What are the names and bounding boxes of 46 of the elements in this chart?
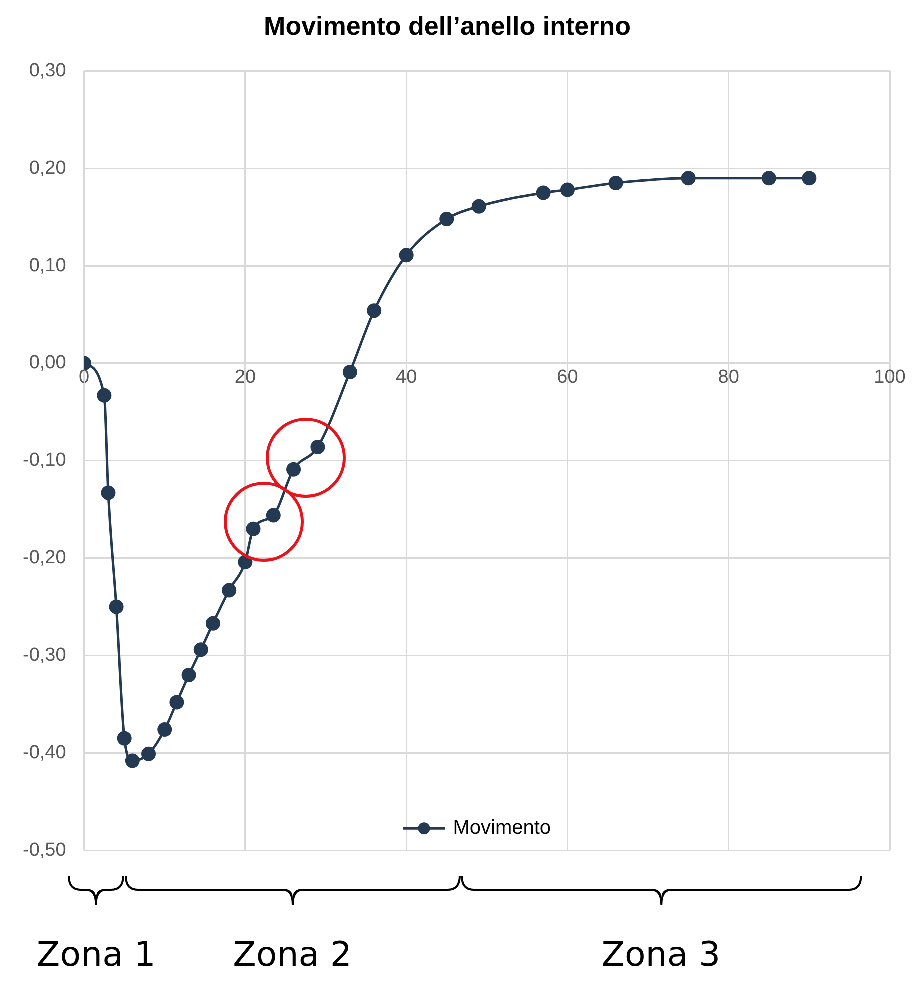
point xyxy=(536,186,551,200)
point xyxy=(608,176,624,190)
point xyxy=(97,388,112,403)
point xyxy=(109,600,124,614)
point xyxy=(367,304,382,318)
point xyxy=(125,754,140,768)
point xyxy=(681,171,696,186)
y-tick-label: 0,30 xyxy=(29,60,66,82)
legend-label: Movimento xyxy=(453,817,552,840)
point xyxy=(440,212,454,227)
point xyxy=(158,722,172,738)
chart-title: Movimento dell’anello interno xyxy=(264,10,631,41)
x-tick-label: 100 xyxy=(874,367,906,388)
y-tick-label: -0,50 xyxy=(22,840,66,861)
point xyxy=(342,364,358,380)
point xyxy=(762,171,776,186)
point xyxy=(472,199,486,214)
point xyxy=(802,171,817,186)
y-tick-label: -0,20 xyxy=(22,548,66,569)
point xyxy=(246,522,261,536)
y-tick-label: -0,10 xyxy=(22,450,66,472)
point xyxy=(182,668,196,682)
point xyxy=(222,583,237,598)
point xyxy=(170,695,184,710)
text: Zona 2 xyxy=(233,935,352,975)
text: Zona 1 xyxy=(36,935,156,975)
y-tick-label: -0,30 xyxy=(22,644,66,666)
point xyxy=(266,508,281,523)
x-tick-label: 80 xyxy=(718,367,740,388)
y-tick-label: -0,40 xyxy=(22,742,66,764)
x-tick-label: 40 xyxy=(396,367,418,388)
point xyxy=(206,616,220,631)
point xyxy=(117,731,132,746)
y-tick-label: 0,20 xyxy=(29,158,66,179)
point xyxy=(101,486,116,500)
x-tick-label: 60 xyxy=(557,367,578,388)
point xyxy=(310,440,326,455)
point xyxy=(194,642,208,658)
point xyxy=(560,182,575,198)
text: Zona 3 xyxy=(602,935,721,975)
y-tick-label: 0,00 xyxy=(29,352,66,374)
y-tick-label: 0,10 xyxy=(29,255,66,276)
point xyxy=(286,462,302,477)
point xyxy=(399,248,414,263)
x-tick-label: 20 xyxy=(234,367,256,388)
point xyxy=(142,746,156,762)
